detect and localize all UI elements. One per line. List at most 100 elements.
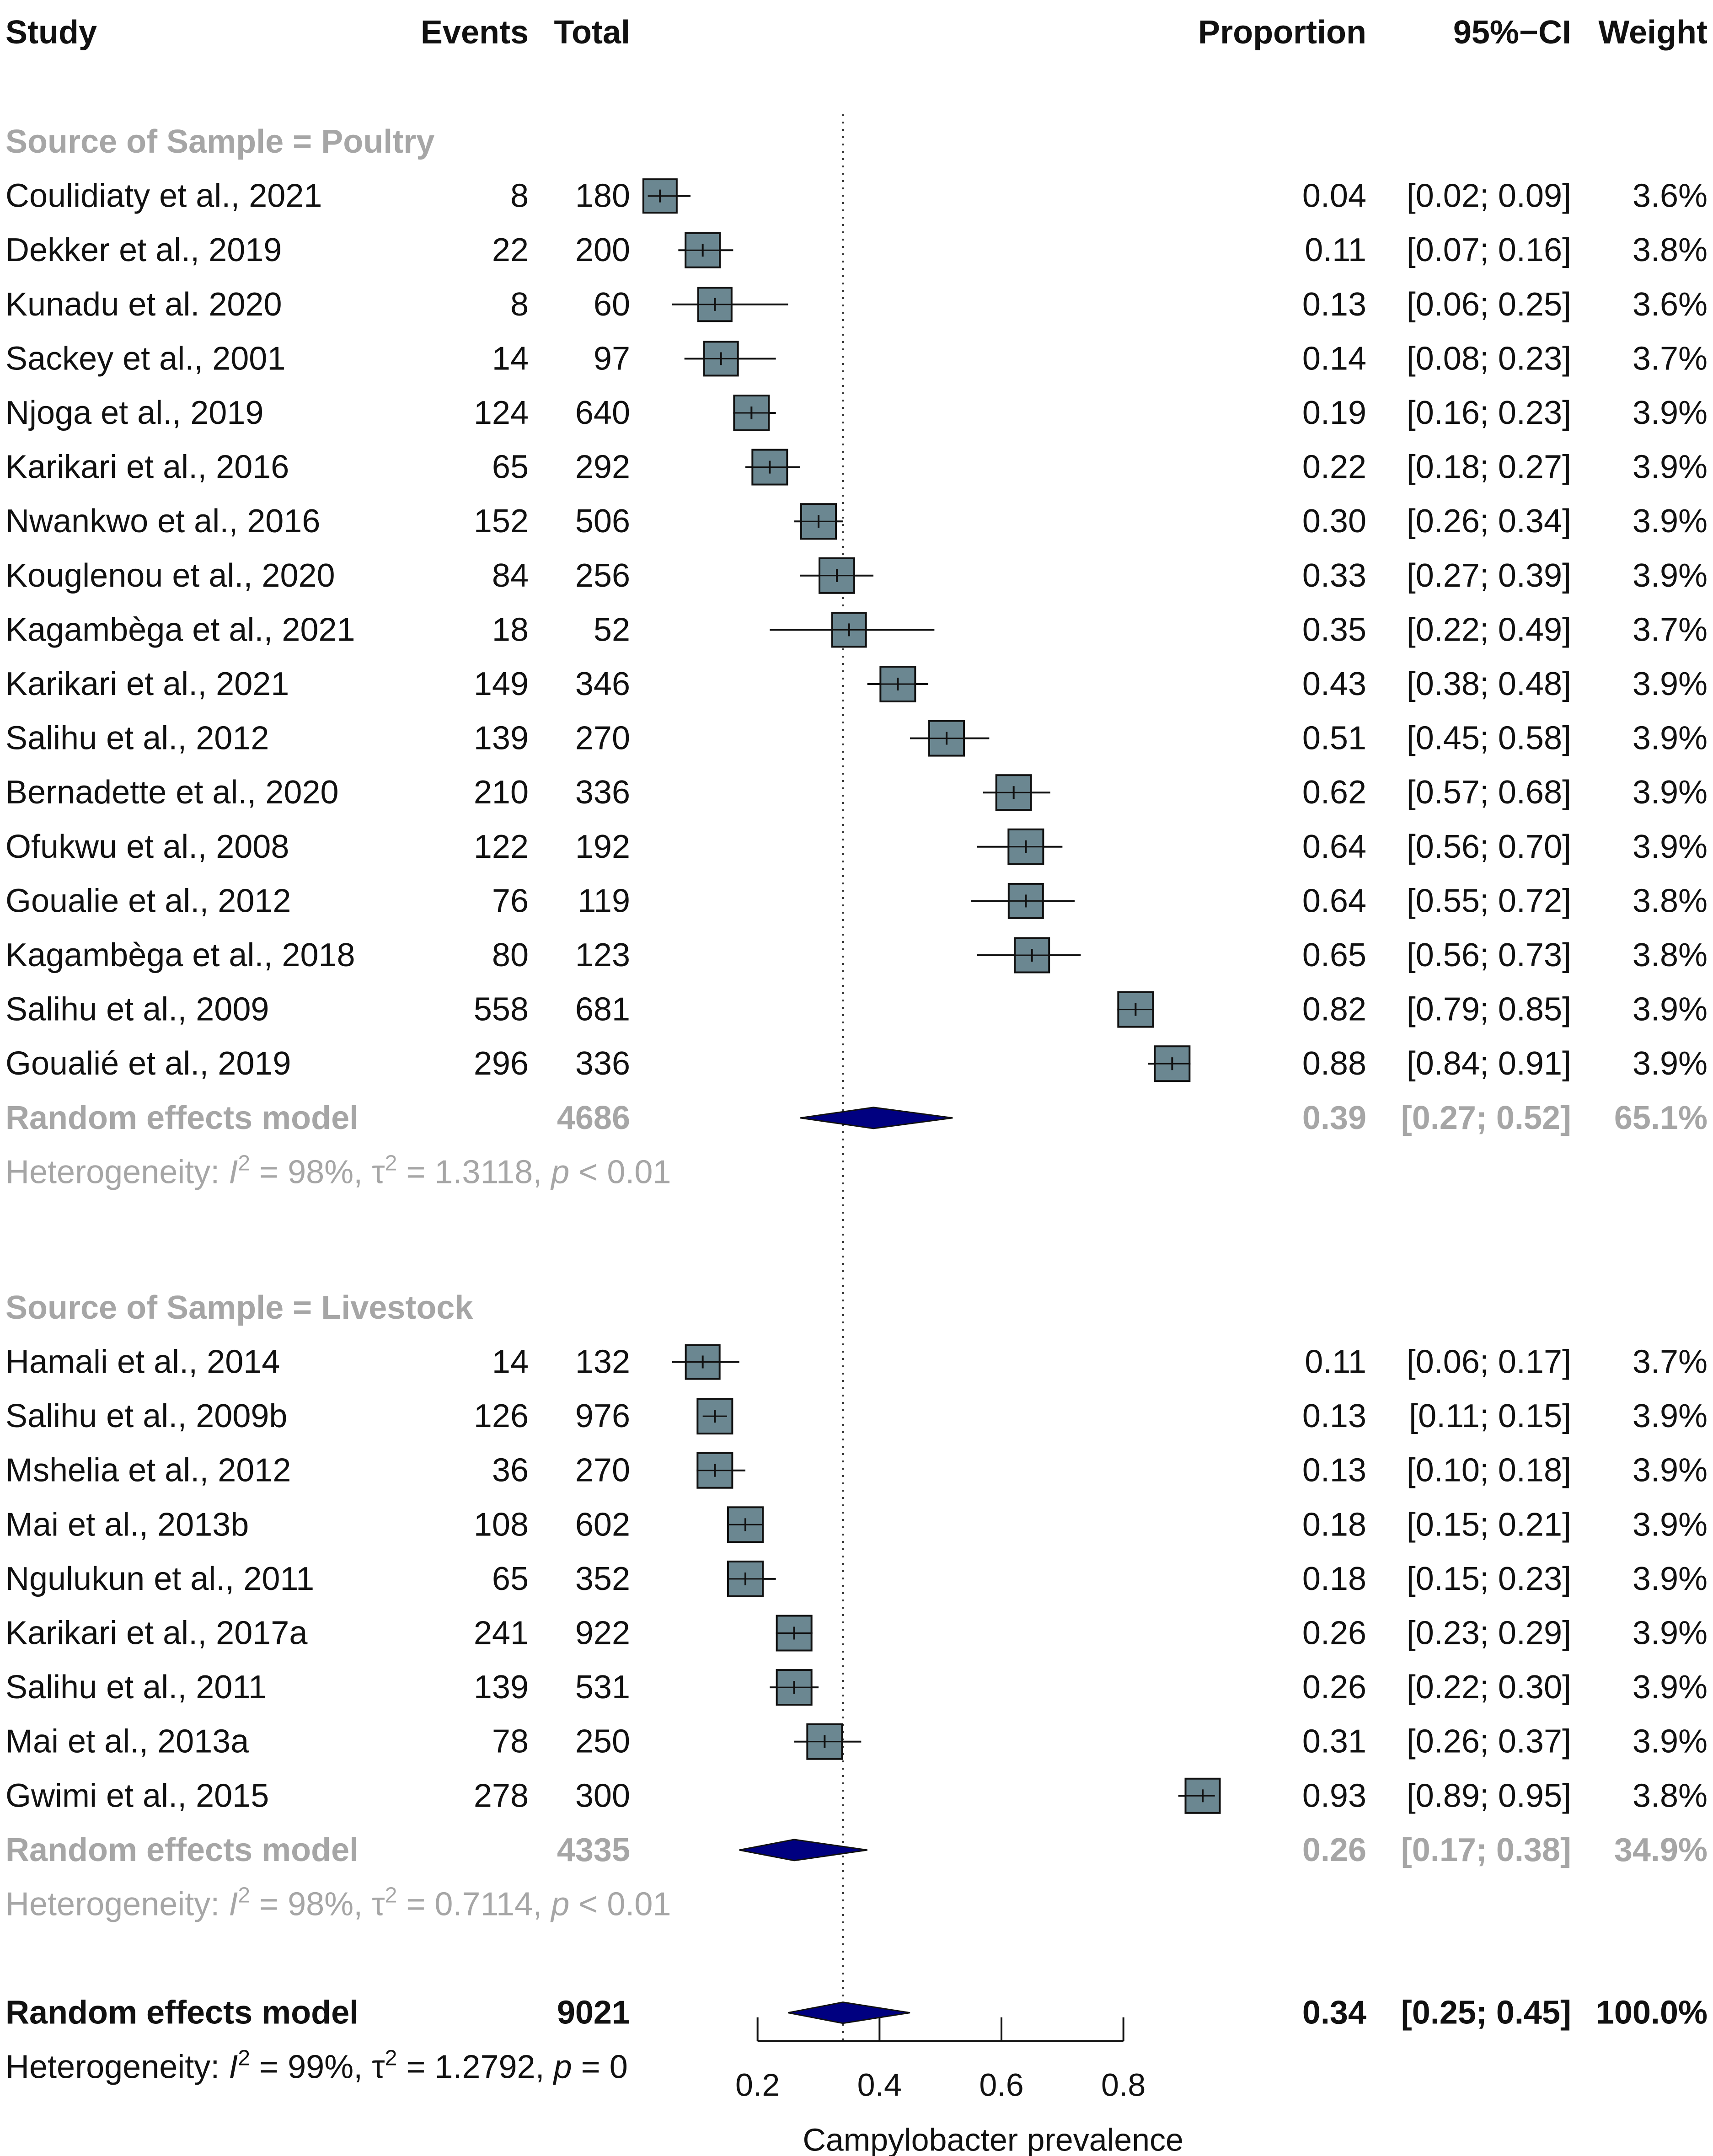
tau2-value: = 0.7114, <box>397 1886 551 1923</box>
study-weight: 3.9% <box>1633 449 1708 486</box>
study-proportion: 0.11 <box>1305 232 1366 268</box>
study-proportion: 0.31 <box>1302 1723 1366 1760</box>
study-name: Kunadu et al. 2020 <box>5 286 282 323</box>
study-ci: [0.06; 0.25] <box>1407 286 1571 323</box>
study-name: Kagambèga et al., 2021 <box>5 611 355 648</box>
tau2-superscript: 2 <box>385 1883 397 1908</box>
study-weight: 3.8% <box>1633 232 1708 268</box>
subgroup-title: Source of Sample = Livestock <box>5 1289 473 1326</box>
study-total: 336 <box>575 1045 630 1082</box>
study-weight: 3.9% <box>1633 395 1708 431</box>
study-events: 126 <box>474 1398 529 1434</box>
study-total: 506 <box>575 503 630 540</box>
x-tick-label: 0.6 <box>979 2067 1023 2103</box>
study-ci: [0.57; 0.68] <box>1407 774 1571 811</box>
study-events: 139 <box>474 1669 529 1706</box>
study-proportion: 0.13 <box>1302 1452 1366 1489</box>
study-total: 200 <box>575 232 630 268</box>
i2-value: = 98%, τ <box>250 1886 385 1923</box>
subgroup-summary-ci: [0.17; 0.38] <box>1401 1832 1571 1868</box>
study-name: Gwimi et al., 2015 <box>5 1777 269 1814</box>
header-total: Total <box>554 14 630 51</box>
study-proportion: 0.26 <box>1302 1615 1366 1652</box>
plot-marks-layer <box>642 178 1221 2024</box>
overall-summary-proportion: 0.34 <box>1302 1995 1366 2031</box>
study-name: Mai et al., 2013a <box>5 1723 249 1760</box>
study-events: 84 <box>492 557 529 594</box>
study-proportion: 0.33 <box>1302 557 1366 594</box>
study-ci: [0.27; 0.39] <box>1407 557 1571 594</box>
study-weight: 3.9% <box>1633 1669 1708 1706</box>
study-ci: [0.84; 0.91] <box>1407 1045 1571 1082</box>
study-events: 278 <box>474 1777 529 1814</box>
study-weight: 3.7% <box>1633 1344 1708 1380</box>
study-ci: [0.23; 0.29] <box>1407 1615 1571 1652</box>
study-total: 270 <box>575 1452 630 1489</box>
study-events: 139 <box>474 720 529 757</box>
subgroup-summary-total: 4686 <box>557 1100 630 1136</box>
study-total: 256 <box>575 557 630 594</box>
study-proportion: 0.04 <box>1302 178 1366 214</box>
study-name: Bernadette et al., 2020 <box>5 774 339 811</box>
i2-value: = 98%, τ <box>250 1154 385 1190</box>
study-events: 80 <box>492 937 529 974</box>
overall-summary-diamond <box>788 2001 910 2024</box>
tau2-value: = 1.3118, <box>397 1154 551 1190</box>
study-weight: 3.9% <box>1633 1506 1708 1543</box>
study-events: 18 <box>492 611 529 648</box>
study-weight: 3.9% <box>1633 1452 1708 1489</box>
study-ci: [0.02; 0.09] <box>1407 178 1571 214</box>
study-ci: [0.26; 0.34] <box>1407 503 1571 540</box>
study-name: Goualie et al., 2012 <box>5 883 291 919</box>
i2-symbol: I <box>229 2049 238 2085</box>
study-proportion: 0.19 <box>1302 395 1366 431</box>
study-weight: 3.9% <box>1633 503 1708 540</box>
study-total: 180 <box>575 178 630 214</box>
i2-value: = 99%, τ <box>250 2049 385 2085</box>
overall-summary-total: 9021 <box>557 1995 630 2031</box>
subgroup-summary-label: Random effects model <box>5 1832 359 1868</box>
subgroup-summary-ci: [0.27; 0.52] <box>1401 1100 1571 1136</box>
study-name: Karikari et al., 2021 <box>5 666 289 702</box>
study-name: Coulidiaty et al., 2021 <box>5 178 322 214</box>
header-events: Events <box>421 14 529 51</box>
study-name: Dekker et al., 2019 <box>5 232 282 268</box>
study-total: 292 <box>575 449 630 486</box>
subgroup-summary-total: 4335 <box>557 1832 630 1868</box>
study-total: 681 <box>575 991 630 1028</box>
study-proportion: 0.35 <box>1302 611 1366 648</box>
p-symbol: p <box>553 2049 572 2085</box>
study-total: 352 <box>575 1561 630 1597</box>
study-events: 241 <box>474 1615 529 1652</box>
study-proportion: 0.93 <box>1302 1777 1366 1814</box>
x-tick-label: 0.2 <box>735 2067 780 2103</box>
study-events: 65 <box>492 1561 529 1597</box>
study-proportion: 0.13 <box>1302 286 1366 323</box>
study-weight: 3.9% <box>1633 1723 1708 1760</box>
study-proportion: 0.14 <box>1302 340 1366 377</box>
x-tick-label: 0.8 <box>1101 2067 1146 2103</box>
study-events: 122 <box>474 829 529 865</box>
study-ci: [0.45; 0.58] <box>1407 720 1571 757</box>
study-name: Salihu et al., 2009b <box>5 1398 287 1434</box>
p-value: < 0.01 <box>569 1886 671 1923</box>
study-total: 192 <box>575 829 630 865</box>
header-weight: Weight <box>1598 14 1708 51</box>
study-total: 250 <box>575 1723 630 1760</box>
overall-summary-weight: 100.0% <box>1596 1995 1708 2031</box>
study-ci: [0.22; 0.49] <box>1407 611 1571 648</box>
study-name: Hamali et al., 2014 <box>5 1344 280 1380</box>
study-total: 531 <box>575 1669 630 1706</box>
study-ci: [0.07; 0.16] <box>1407 232 1571 268</box>
study-weight: 3.9% <box>1633 829 1708 865</box>
study-events: 8 <box>510 178 529 214</box>
subgroup-summary-proportion: 0.39 <box>1302 1100 1366 1136</box>
study-name: Salihu et al., 2009 <box>5 991 269 1028</box>
study-ci: [0.79; 0.85] <box>1407 991 1571 1028</box>
study-name: Kagambèga et al., 2018 <box>5 937 355 974</box>
study-weight: 3.7% <box>1633 340 1708 377</box>
study-name: Salihu et al., 2011 <box>5 1669 267 1706</box>
overall-summary-ci: [0.25; 0.45] <box>1401 1995 1571 2031</box>
study-ci: [0.15; 0.21] <box>1407 1506 1571 1543</box>
header-study: Study <box>5 14 97 51</box>
